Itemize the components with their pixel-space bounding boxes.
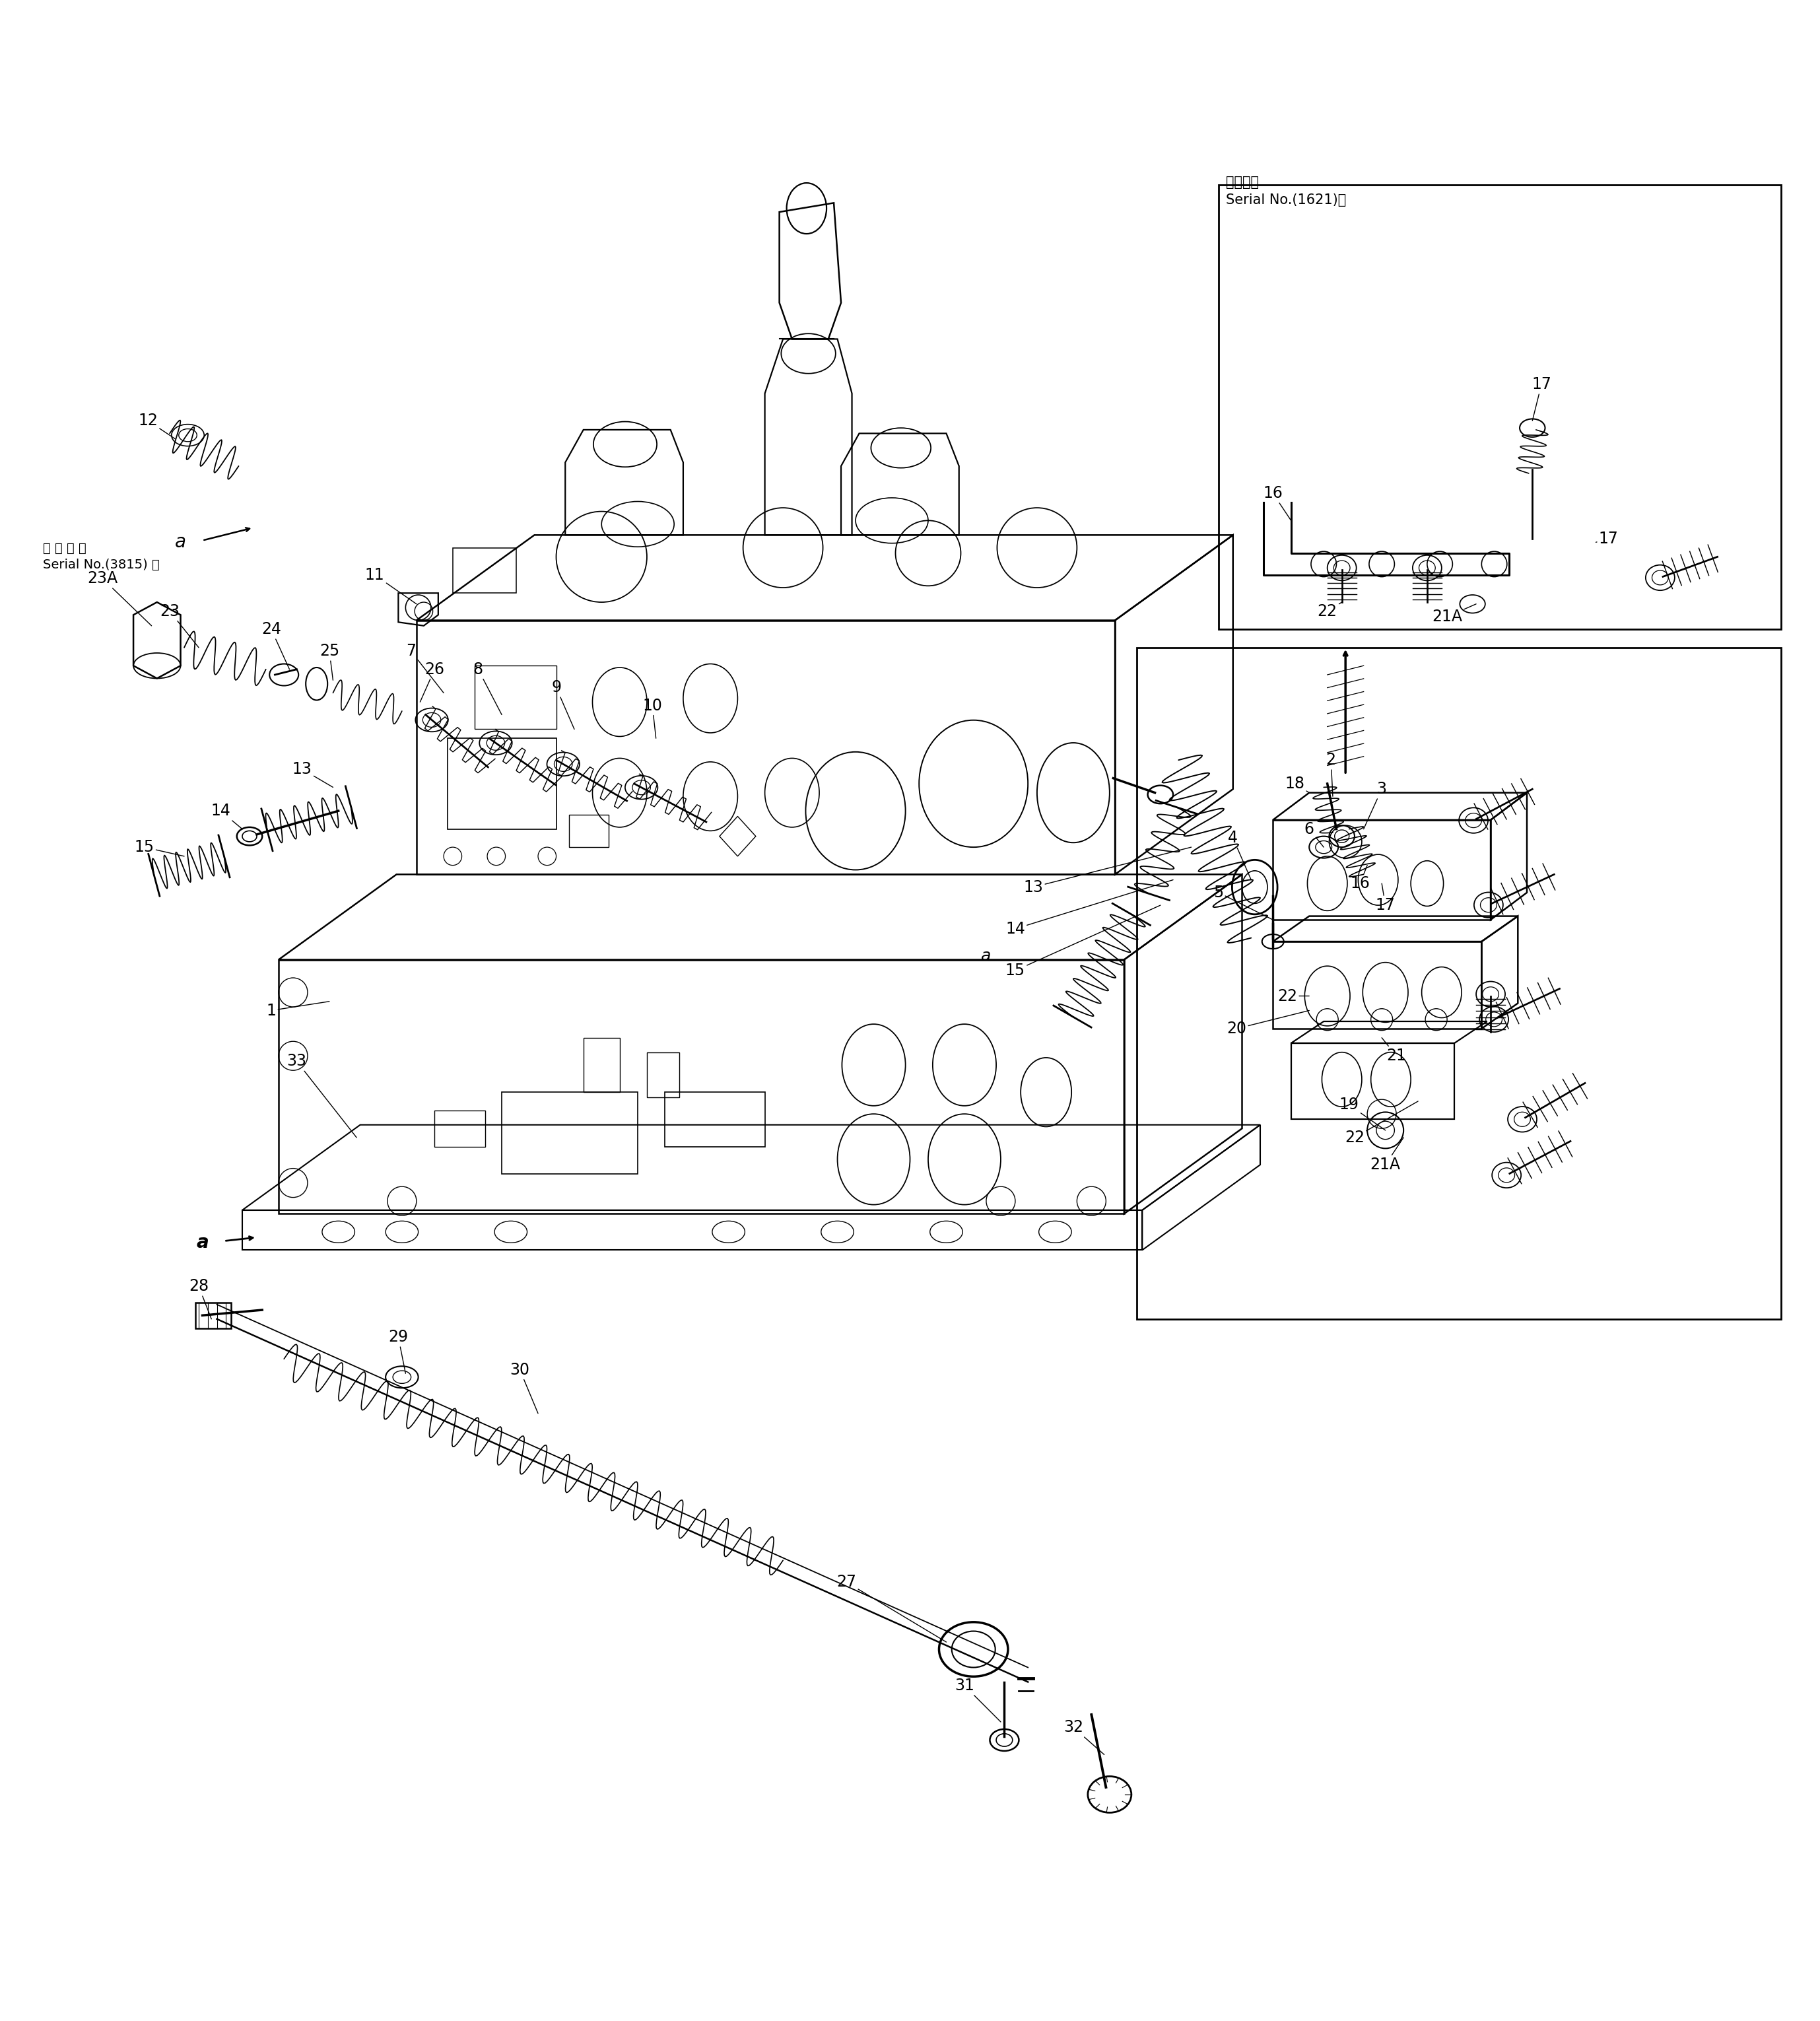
Text: 31: 31 — [954, 1677, 1001, 1722]
Text: 適 用 号 機
Serial No.(3815) ～: 適 用 号 機 Serial No.(3815) ～ — [42, 542, 160, 572]
Text: 22: 22 — [1278, 988, 1309, 1004]
Text: 22: 22 — [1318, 602, 1341, 618]
Text: 5: 5 — [1214, 885, 1272, 920]
Bar — [646, 1053, 679, 1097]
Text: 14: 14 — [1005, 879, 1174, 938]
Text: 26: 26 — [420, 661, 444, 701]
Text: 24: 24 — [262, 622, 289, 669]
Text: 29: 29 — [388, 1330, 408, 1374]
Text: 21A: 21A — [1370, 1138, 1403, 1172]
Text: 12: 12 — [138, 412, 175, 439]
Text: 6: 6 — [1305, 821, 1323, 847]
Text: 27: 27 — [837, 1574, 946, 1641]
Text: 20: 20 — [1227, 1010, 1309, 1037]
Text: 11: 11 — [364, 568, 417, 604]
Text: a: a — [981, 948, 992, 964]
Text: 13: 13 — [1023, 847, 1192, 895]
Text: 18: 18 — [1285, 776, 1309, 792]
Bar — [475, 665, 557, 730]
Text: 33: 33 — [288, 1053, 357, 1138]
Text: 3: 3 — [1363, 782, 1387, 829]
Bar — [502, 1091, 637, 1174]
Text: 16: 16 — [1350, 865, 1370, 891]
Bar — [570, 814, 610, 847]
Text: 25: 25 — [318, 643, 339, 681]
Text: 14: 14 — [211, 802, 242, 829]
Bar — [664, 1091, 764, 1146]
Text: 17: 17 — [1596, 532, 1618, 546]
Text: 17: 17 — [1532, 376, 1551, 420]
Text: 15: 15 — [1005, 905, 1161, 978]
Text: 9: 9 — [551, 679, 575, 730]
Text: 19: 19 — [1340, 1097, 1385, 1130]
Text: 適用号機
Serial No.(1621)～: 適用号機 Serial No.(1621)～ — [1225, 176, 1347, 206]
Text: 17: 17 — [1376, 883, 1396, 913]
Text: 4: 4 — [1228, 831, 1250, 879]
Text: 23: 23 — [160, 604, 198, 647]
Text: a: a — [175, 534, 186, 552]
Bar — [584, 1037, 619, 1091]
Text: 21: 21 — [1381, 1037, 1407, 1063]
Text: 32: 32 — [1063, 1720, 1105, 1754]
Bar — [195, 1304, 231, 1328]
Text: 28: 28 — [189, 1279, 211, 1320]
Text: 30: 30 — [510, 1362, 539, 1413]
Text: 23A: 23A — [87, 570, 151, 627]
Text: 7: 7 — [406, 643, 444, 693]
Bar — [1218, 184, 1782, 629]
Bar — [1138, 647, 1782, 1320]
Text: 13: 13 — [293, 762, 333, 788]
Text: 21A: 21A — [1432, 604, 1476, 624]
Text: 1: 1 — [266, 1002, 329, 1019]
Text: 10: 10 — [642, 697, 662, 738]
Bar — [453, 548, 517, 592]
Bar — [448, 738, 557, 829]
Text: 2: 2 — [1327, 752, 1336, 796]
Text: 22: 22 — [1345, 1101, 1418, 1146]
Text: a: a — [197, 1233, 209, 1253]
Text: 16: 16 — [1263, 485, 1290, 521]
Text: 15: 15 — [135, 839, 184, 857]
Bar — [435, 1110, 486, 1146]
Text: 8: 8 — [473, 661, 502, 715]
